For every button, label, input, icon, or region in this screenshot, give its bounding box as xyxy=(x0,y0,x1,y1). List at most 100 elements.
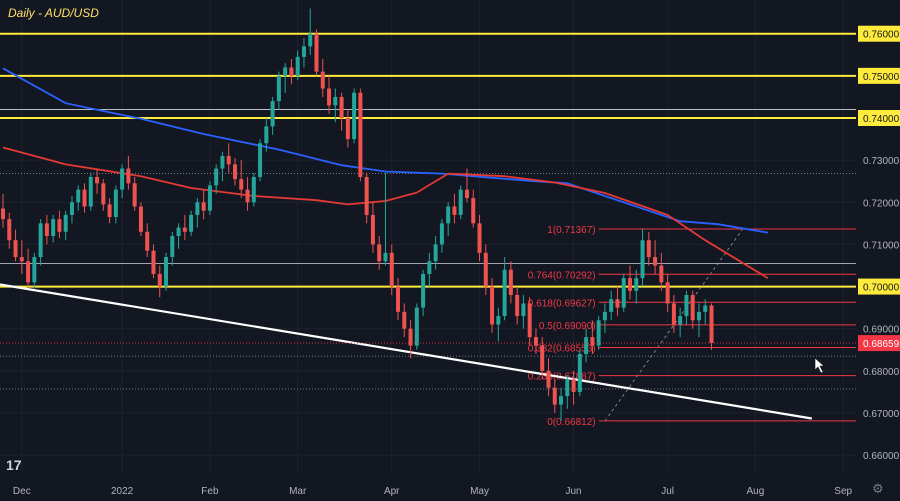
candle xyxy=(490,278,495,333)
candle-body xyxy=(446,206,451,224)
candle xyxy=(546,358,551,397)
candle xyxy=(82,183,87,213)
fib-level-label: 1(0.71367) xyxy=(547,225,595,236)
candle-body xyxy=(170,236,175,258)
candle-body xyxy=(1,208,5,220)
fib-level-label: 0(0.66812) xyxy=(547,417,595,428)
candle xyxy=(276,71,281,110)
candle xyxy=(628,265,632,300)
candle xyxy=(138,202,143,236)
candle-body xyxy=(26,261,31,283)
candle xyxy=(95,168,100,194)
candle-body xyxy=(32,257,37,283)
candle xyxy=(446,202,451,236)
time-axis-label: Feb xyxy=(201,486,219,497)
candle-body xyxy=(383,252,388,262)
candle-body xyxy=(659,265,664,283)
candle xyxy=(559,387,564,422)
candle xyxy=(402,303,407,338)
candle xyxy=(690,290,695,329)
price-axis-label: 0.67000 xyxy=(863,409,900,420)
price-axis-label: 0.73000 xyxy=(863,156,900,167)
candle-body xyxy=(577,354,582,392)
candle xyxy=(7,212,12,249)
candle-body xyxy=(207,185,212,211)
candle-body xyxy=(433,244,438,262)
candle-body xyxy=(540,345,545,371)
candle xyxy=(421,269,426,317)
candle xyxy=(258,139,263,182)
time-axis-label: 2022 xyxy=(111,486,134,497)
candle-body xyxy=(615,299,620,308)
candle-body xyxy=(214,168,219,186)
candle xyxy=(602,303,607,333)
candle-body xyxy=(63,214,68,232)
candle-body xyxy=(439,223,444,245)
price-axis-label-box xyxy=(858,25,900,42)
candle xyxy=(659,252,664,291)
candle-body xyxy=(69,202,74,215)
candle xyxy=(408,320,413,359)
candle xyxy=(571,370,576,405)
candle xyxy=(44,214,49,245)
candle xyxy=(364,172,369,224)
candle-body xyxy=(552,387,557,405)
candle xyxy=(339,92,344,131)
candle-body xyxy=(502,269,507,317)
candle-body xyxy=(76,189,81,203)
candle-body xyxy=(352,92,357,140)
candle-body xyxy=(477,223,482,253)
candle-body xyxy=(82,189,87,207)
candle-body xyxy=(590,337,595,346)
price-axis-label: 0.72000 xyxy=(863,198,900,209)
candle xyxy=(113,185,118,224)
candle-body xyxy=(245,189,250,203)
current-price-label: 0.68659 xyxy=(863,339,900,350)
candle xyxy=(145,223,150,258)
candle xyxy=(458,185,463,220)
candle-body xyxy=(176,227,181,236)
candle xyxy=(565,375,570,409)
candle-body xyxy=(289,67,294,76)
price-axis-label: 0.68000 xyxy=(863,367,900,378)
candle xyxy=(609,290,614,321)
candle xyxy=(383,172,388,266)
candle xyxy=(621,273,626,312)
candle-body xyxy=(7,219,12,241)
candle xyxy=(471,189,476,228)
candle-body xyxy=(452,206,457,215)
candle xyxy=(283,63,288,93)
candle xyxy=(101,179,106,211)
candle xyxy=(496,307,501,342)
candle xyxy=(358,88,363,182)
gear-icon[interactable]: ⚙ xyxy=(872,482,884,497)
candle xyxy=(515,286,520,325)
candle xyxy=(126,155,131,190)
candle-body xyxy=(609,299,614,312)
candle xyxy=(320,59,325,97)
candle-body xyxy=(584,337,589,354)
candle xyxy=(314,29,319,76)
moving-average-red xyxy=(2,146,769,279)
candle xyxy=(533,328,538,354)
candle xyxy=(646,231,651,266)
candle xyxy=(51,214,56,243)
candle-body xyxy=(665,282,670,304)
candle-body xyxy=(345,118,350,140)
candle xyxy=(483,244,488,295)
candle xyxy=(584,328,589,363)
candle-body xyxy=(107,204,112,218)
candle xyxy=(464,168,469,203)
candle-body xyxy=(145,231,150,251)
candle-body xyxy=(327,88,332,106)
candle-body xyxy=(13,240,18,258)
candle xyxy=(709,303,714,350)
candle-body xyxy=(232,164,237,180)
candle xyxy=(182,214,187,241)
candle-body xyxy=(596,320,601,346)
candle-body xyxy=(295,56,300,76)
candle xyxy=(615,286,620,317)
candle xyxy=(164,252,169,291)
time-axis-label: Sep xyxy=(834,486,852,497)
